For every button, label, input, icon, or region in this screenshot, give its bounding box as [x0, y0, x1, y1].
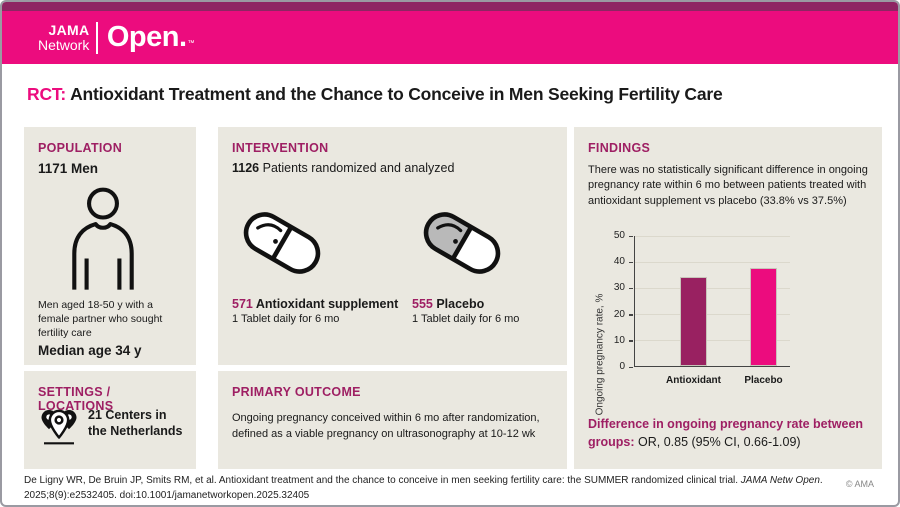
population-count: 1171 Men	[38, 161, 99, 176]
chart-ytick-mark	[629, 287, 633, 290]
antioxidant-arm-n: 571	[232, 297, 253, 311]
person-icon	[72, 187, 134, 290]
map-pins-icon	[41, 409, 77, 445]
chart-y-axis-label: Ongoing pregnancy rate, %	[594, 293, 606, 416]
intervention-count: 1126	[232, 161, 260, 175]
intervention-count-line: 1126 Patients randomized and analyzed	[232, 161, 553, 175]
chart-gridline	[635, 287, 790, 289]
population-panel: POPULATION 1171 Men Men aged 18-50 y wit…	[24, 127, 196, 365]
difference-statement: Difference in ongoing pregnancy rate bet…	[588, 415, 870, 451]
antioxidant-arm-name: Antioxidant supplement	[255, 297, 399, 311]
title-prefix: RCT:	[27, 84, 67, 104]
citation: De Ligny WR, De Bruin JP, Smits RM, et a…	[24, 473, 824, 503]
chart-ytick-mark	[629, 261, 633, 264]
primary-outcome-heading: PRIMARY OUTCOME	[232, 385, 361, 399]
chart-gridline	[635, 340, 790, 342]
citation-part2: . 2025;8(9):e2532405. doi:10.1001/jamane…	[24, 475, 823, 501]
placebo-arm: 555 Placebo 1 Tablet daily for 6 mo	[412, 197, 562, 325]
antioxidant-arm-detail: 1 Tablet daily for 6 mo	[232, 313, 340, 325]
antioxidant-pill-icon	[243, 212, 321, 274]
intervention-heading: INTERVENTION	[232, 141, 329, 155]
header-top-strip	[2, 2, 898, 11]
antioxidant-arm-label: 571 Antioxidant supplement	[232, 297, 400, 312]
chart-category-label: Placebo	[744, 375, 783, 386]
chart-category-label: Antioxidant	[666, 375, 721, 386]
logo-open-text: Open.	[106, 21, 187, 53]
primary-outcome-text: Ongoing pregnancy conceived within 6 mo …	[232, 412, 540, 440]
chart-gridline	[635, 235, 790, 237]
difference-value: OR, 0.85 (95% CI, 0.66-1.09)	[638, 435, 801, 450]
chart-ytick-mark	[629, 314, 633, 316]
placebo-arm-n: 555	[412, 297, 433, 311]
intervention-panel: INTERVENTION 1126 Patients randomized an…	[218, 127, 567, 365]
ama-copyright: © AMA	[845, 479, 874, 489]
logo-trademark: ™	[187, 40, 195, 47]
header-bar: JAMA Network Open. ™	[2, 11, 898, 64]
chart-ytick-label: 10	[613, 334, 625, 346]
chart-ytick-mark	[629, 235, 633, 237]
settings-text: 21 Centers in the Netherlands	[88, 408, 183, 439]
chart-ytick-label: 50	[613, 230, 625, 241]
placebo-arm-detail: 1 Tablet daily for 6 mo	[412, 313, 520, 325]
pregnancy-rate-bar-chart: Ongoing pregnancy rate, % 0 10 20 30 40 50 Ant…	[574, 227, 882, 415]
antioxidant-arm: 571 Antioxidant supplement 1 Tablet dail…	[232, 197, 400, 325]
article-title: RCT: Antioxidant Treatment and the Chanc…	[27, 84, 723, 105]
placebo-arm-label: 555 Placebo	[412, 297, 562, 312]
chart-ytick-mark	[629, 366, 633, 368]
findings-heading: FINDINGS	[588, 141, 651, 155]
population-description: Men aged 18-50 y with a female partner w…	[38, 299, 163, 340]
logo-jama-text: JAMA	[48, 22, 90, 39]
primary-outcome-panel: PRIMARY OUTCOME Ongoing pregnancy concei…	[218, 371, 567, 469]
chart-ytick-label: 20	[613, 308, 625, 320]
chart-ytick-label: 30	[613, 282, 625, 294]
placebo-arm-name: Placebo	[436, 297, 485, 311]
logo-jama-network: JAMA Network	[38, 23, 89, 52]
chart-bar-antioxidant	[680, 277, 707, 366]
citation-part1: De Ligny WR, De Bruin JP, Smits RM, et a…	[24, 475, 741, 486]
chart-plot: 0 10 20 30 40 50 Antioxidant Placebo	[614, 230, 790, 386]
title-text: Antioxidant Treatment and the Chance to …	[70, 84, 723, 104]
jama-network-open-logo: JAMA Network Open. ™	[38, 21, 195, 54]
chart-ytick-label: 40	[613, 256, 625, 268]
population-median-age: Median age 34 y	[38, 342, 142, 358]
logo-divider	[96, 21, 98, 54]
citation-journal: JAMA Netw Open	[740, 475, 820, 486]
chart-ytick-mark	[629, 340, 633, 342]
findings-text: There was no statistically significant d…	[588, 164, 868, 207]
population-heading: POPULATION	[38, 141, 123, 155]
difference-label: Difference in ongoing pregnancy rate bet…	[588, 417, 864, 450]
findings-panel: FINDINGS There was no statistically sign…	[574, 127, 882, 469]
settings-panel: SETTINGS / LOCATIONS 21 Centers in the N…	[24, 371, 196, 469]
chart-gridline	[635, 314, 790, 316]
placebo-pill-icon	[423, 212, 501, 274]
logo-network-text: Network	[38, 36, 90, 53]
chart-ytick-label: 0	[619, 361, 625, 372]
chart-gridline	[635, 261, 790, 263]
settings-heading: SETTINGS / LOCATIONS	[38, 385, 114, 413]
intervention-count-suffix: Patients randomized and analyzed	[262, 161, 455, 175]
chart-bar-placebo	[750, 267, 777, 366]
